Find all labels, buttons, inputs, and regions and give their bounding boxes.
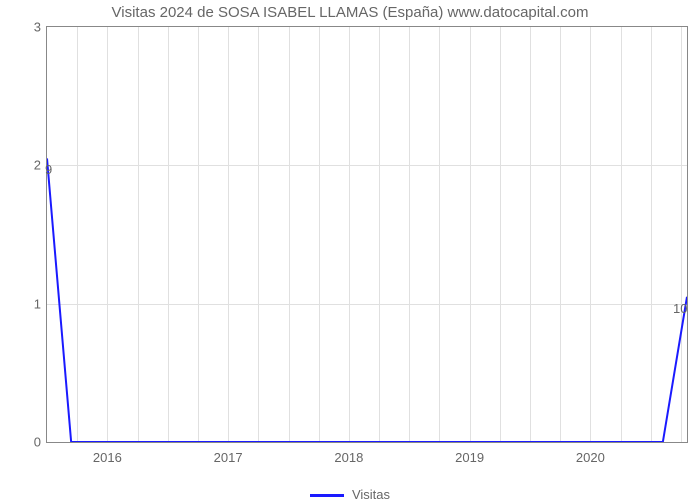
legend-swatch	[310, 494, 344, 497]
legend-label: Visitas	[352, 487, 390, 500]
x-tick-label: 2016	[93, 442, 122, 465]
legend: Visitas	[0, 487, 700, 500]
y-tick-label: 3	[34, 20, 47, 35]
data-point-label: 10	[673, 301, 687, 316]
x-tick-label: 2017	[214, 442, 243, 465]
y-tick-label: 1	[34, 296, 47, 311]
plot-area: 012320162017201820192020910	[46, 26, 688, 443]
x-tick-label: 2018	[334, 442, 363, 465]
chart-title: Visitas 2024 de SOSA ISABEL LLAMAS (Espa…	[0, 4, 700, 21]
x-tick-label: 2019	[455, 442, 484, 465]
x-tick-label: 2020	[576, 442, 605, 465]
y-tick-label: 0	[34, 435, 47, 450]
line-series	[47, 27, 687, 442]
data-point-label: 9	[45, 162, 52, 177]
